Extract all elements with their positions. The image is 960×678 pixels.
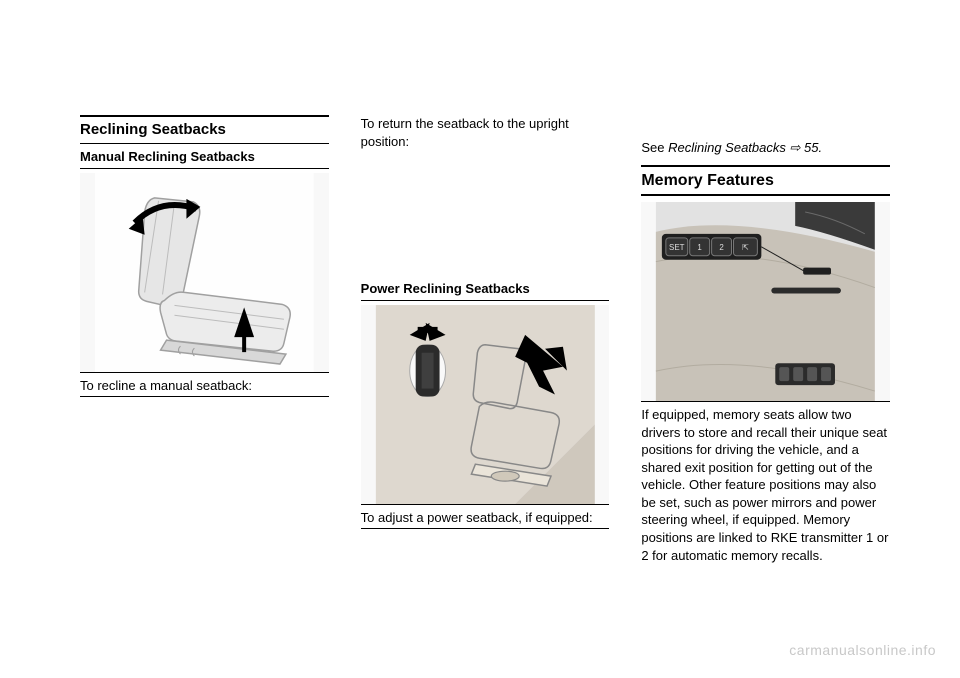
text-return-upright: To return the seatback to the upright po… [361,115,610,150]
ref-prefix: See [641,140,668,155]
svg-text:SET: SET [669,243,685,252]
manual-seat-illustration [80,173,329,372]
subheading-power-reclining: Power Reclining Seatbacks [361,280,610,301]
svg-text:1: 1 [698,243,703,252]
caption-manual-recline: To recline a manual seatback: [80,377,329,398]
column-3: See Reclining Seatbacks ⇨ 55. Memory Fea… [641,115,890,570]
heading-reclining-seatbacks: Reclining Seatbacks [80,115,329,144]
caption-power-recline: To adjust a power seatback, if equipped: [361,509,610,530]
svg-text:2: 2 [720,243,725,252]
spacer [641,115,890,139]
text-memory-features-body: If equipped, memory seats allow two driv… [641,406,890,564]
watermark: carmanualsonline.info [789,642,936,658]
ref-title: Reclining Seatbacks [668,140,786,155]
spacer [361,156,610,276]
column-1: Reclining Seatbacks Manual Reclining Sea… [80,115,329,570]
subheading-manual-reclining: Manual Reclining Seatbacks [80,148,329,169]
column-2: To return the seatback to the upright po… [361,115,610,570]
cross-reference: See Reclining Seatbacks ⇨ 55. [641,139,890,157]
svg-text:⇱: ⇱ [742,243,749,252]
figure-manual-seat [80,173,329,373]
ref-suffix: ⇨ 55. [786,140,822,155]
power-seat-illustration [361,305,610,504]
figure-power-seat [361,305,610,505]
memory-buttons-illustration: SET 1 2 ⇱ [641,202,890,401]
figure-memory-buttons: SET 1 2 ⇱ [641,202,890,402]
heading-memory-features: Memory Features [641,165,890,197]
